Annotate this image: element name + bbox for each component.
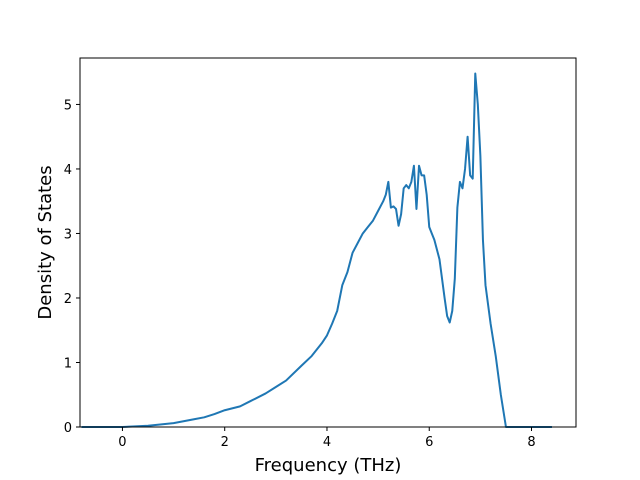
y-tick-label: 3 <box>64 227 72 242</box>
y-tick-label: 2 <box>64 292 72 307</box>
x-tick-label: 6 <box>425 435 433 450</box>
x-tick-label: 8 <box>527 435 535 450</box>
y-axis-ticks: 0 1 2 3 4 5 <box>64 98 80 436</box>
dos-series-line-0 <box>81 72 552 428</box>
y-tick-label: 4 <box>64 163 72 178</box>
x-tick-label: 4 <box>323 435 331 450</box>
x-tick-label: 2 <box>221 435 229 450</box>
y-tick-label: 1 <box>64 356 72 371</box>
x-tick-label: 0 <box>118 435 126 450</box>
x-axis-ticks: 0 2 4 6 8 <box>118 427 536 450</box>
y-axis-label: Density of States <box>35 165 56 319</box>
y-tick-label: 0 <box>64 421 72 436</box>
x-axis-label: Frequency (THz) <box>255 455 402 476</box>
plot-area <box>81 72 552 428</box>
y-tick-label: 5 <box>64 98 72 113</box>
axes-frame <box>79 57 577 428</box>
